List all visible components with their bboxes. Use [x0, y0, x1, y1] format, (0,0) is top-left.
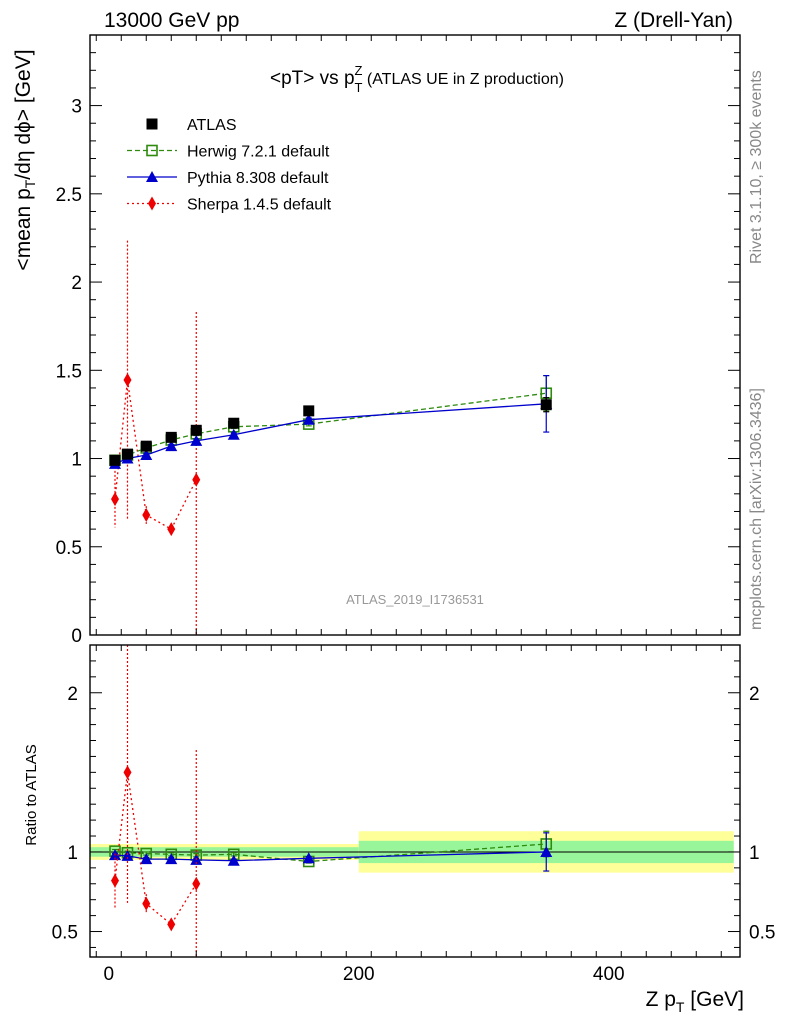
ratio-y-tick-label-left: 0.5 — [52, 923, 78, 944]
data-point-atlas — [122, 448, 133, 460]
legend-label: Pythia 8.308 default — [187, 170, 329, 187]
data-point-pythia — [140, 853, 153, 865]
data-point-sherpa — [167, 917, 176, 932]
ratio-plot-frame — [89, 644, 741, 958]
legend-entry: Herwig 7.2.1 default — [127, 144, 330, 161]
xlabel: Z pT [GeV] — [646, 988, 744, 1015]
data-point-atlas — [228, 417, 240, 429]
ratio-y-tick-label-left: 2 — [67, 684, 78, 705]
data-point-pythia — [165, 853, 178, 865]
data-point-sherpa — [167, 522, 176, 537]
data-point-atlas — [140, 440, 152, 452]
legend-label: Herwig 7.2.1 default — [187, 144, 330, 161]
header-energy: 13000 GeV pp — [104, 9, 239, 32]
data-point-atlas — [165, 431, 177, 443]
data-point-pythia — [146, 171, 158, 182]
data-point-pythia — [227, 854, 240, 866]
analysis-watermark: ATLAS_2019_I1736531 — [346, 592, 484, 607]
data-point-sherpa — [123, 373, 132, 387]
x-tick-label: 200 — [343, 964, 375, 985]
legend-label: ATLAS — [187, 117, 237, 134]
data-point-sherpa — [111, 492, 119, 507]
ratio-y-tick-label-right: 2 — [749, 684, 760, 705]
x-tick-label: 400 — [593, 964, 625, 985]
data-point-pythia — [227, 428, 240, 440]
data-point-herwig — [146, 144, 158, 157]
data-point-sherpa — [111, 873, 119, 888]
data-point-sherpa — [192, 876, 201, 891]
series-line-herwig — [114, 392, 547, 461]
legend-label: Sherpa 1.4.5 default — [187, 197, 332, 214]
data-point-pythia — [540, 845, 553, 857]
y-tick-label: 3 — [71, 97, 82, 118]
ratio-ylabel: Ratio to ATLAS — [23, 744, 40, 845]
y-tick-label: 2 — [71, 273, 82, 294]
main-title: <pT> vs pZ T (ATLAS UE in Z production) — [270, 63, 564, 95]
y-tick-label: 2.5 — [56, 185, 82, 206]
data-point-pythia — [190, 434, 203, 446]
legend-entry: ATLAS — [146, 117, 237, 134]
data-point-atlas — [146, 118, 158, 130]
y-tick-label: 1.5 — [56, 361, 82, 382]
y-tick-label: 0.5 — [56, 538, 82, 559]
main-ylabel: <mean pT/dη dϕ> [GeV] — [12, 49, 38, 270]
mcplots-label: mcplots.cern.ch [arXiv:1306.3436] — [748, 388, 765, 630]
header-process: Z (Drell-Yan) — [614, 9, 733, 32]
data-point-pythia — [302, 852, 315, 864]
data-point-sherpa — [192, 472, 201, 487]
data-point-pythia — [165, 440, 178, 452]
data-point-atlas — [540, 399, 552, 411]
ratio-y-tick-label-right: 1 — [749, 843, 760, 864]
data-point-atlas — [190, 424, 202, 436]
data-point-sherpa — [142, 508, 151, 522]
series-line-pythia — [114, 403, 547, 465]
ratio-y-tick-label-right: 0.5 — [749, 923, 775, 944]
data-point-pythia — [140, 449, 153, 460]
y-tick-label: 0 — [71, 626, 82, 647]
legend-entry: Sherpa 1.4.5 default — [127, 196, 332, 214]
y-tick-label: 1 — [71, 450, 82, 471]
data-point-atlas — [109, 454, 121, 466]
data-point-atlas — [303, 405, 315, 417]
data-point-sherpa — [142, 896, 151, 911]
data-point-pythia — [302, 413, 315, 425]
rivet-label: Rivet 3.1.10, ≥ 300k events — [748, 70, 765, 264]
legend-entry: Pythia 8.308 default — [127, 170, 329, 187]
ratio-y-tick-label-left: 1 — [67, 843, 78, 864]
data-point-sherpa — [123, 765, 132, 780]
data-point-sherpa — [148, 196, 156, 211]
series-line-herwig — [114, 843, 547, 863]
x-tick-label: 0 — [103, 964, 114, 985]
data-point-pythia — [121, 849, 134, 861]
